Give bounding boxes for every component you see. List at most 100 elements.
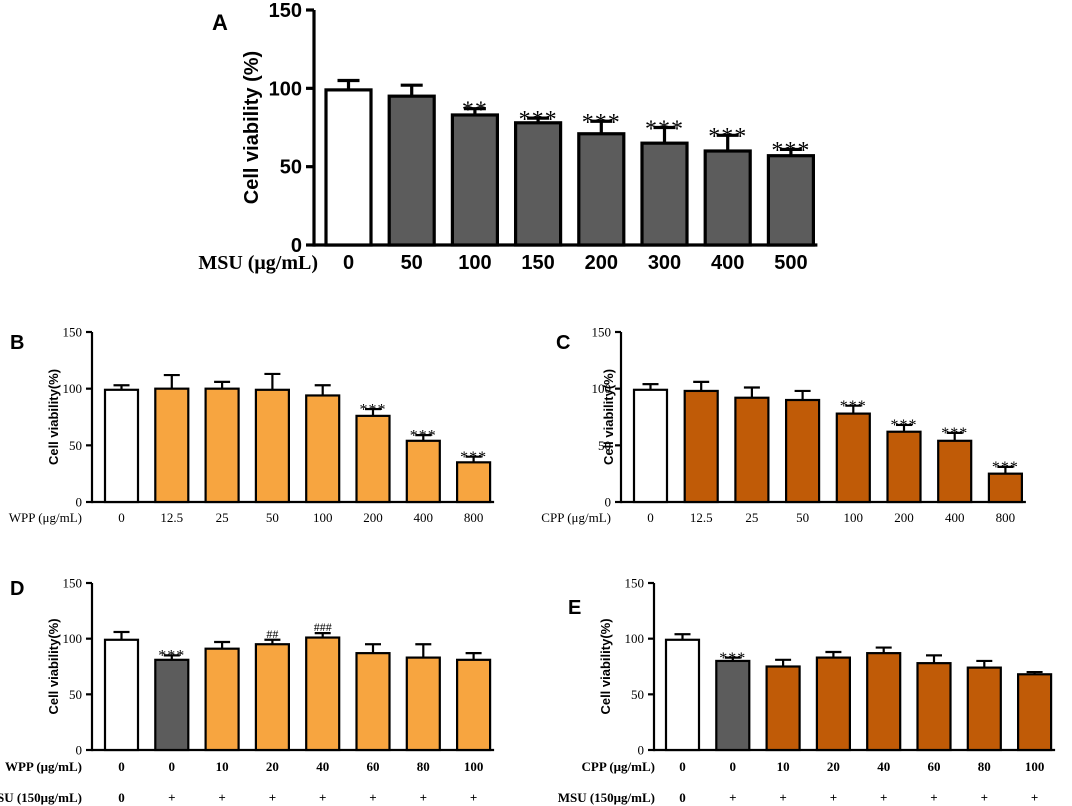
x-tick-label: 400 [414, 510, 434, 525]
panel-letter: D [10, 578, 24, 600]
x-tick-label: 100 [313, 510, 333, 525]
significance-label: *** [891, 417, 918, 434]
bar [305, 636, 341, 752]
y-tick-label: 50 [598, 438, 611, 453]
y-tick-label: 0 [638, 743, 645, 758]
x-axis-label: WPP (μg/mL) [9, 510, 82, 525]
x-tick-label: 0 [647, 510, 654, 525]
x-tick-label: 50 [401, 252, 423, 274]
x-tick-label: 40 [316, 759, 329, 774]
msu-tick-label: + [930, 790, 937, 805]
panel-letter: C [556, 332, 570, 354]
panel-letter: A [212, 10, 228, 35]
bar [664, 638, 701, 752]
bar [715, 659, 751, 752]
significance-label: *** [992, 459, 1019, 476]
y-tick-label: 100 [63, 381, 83, 396]
x-tick-label: 200 [363, 510, 383, 525]
bar [387, 94, 436, 247]
bar [766, 154, 816, 247]
y-axis-label: Cell viability (%) [241, 51, 263, 204]
significance-label: ** [462, 98, 488, 124]
msu-tick-label: 0 [679, 790, 686, 805]
bar [632, 388, 669, 504]
y-tick-label: 0 [291, 235, 302, 257]
msu-tick-label: + [168, 790, 175, 805]
significance-label: *** [410, 427, 437, 444]
msu-tick-label: + [729, 790, 736, 805]
y-tick-label: 150 [592, 325, 612, 340]
x-tick-label: 60 [928, 759, 941, 774]
x-tick-label: 25 [745, 510, 758, 525]
x-tick-label: 100 [458, 252, 491, 274]
bar [355, 414, 391, 504]
x-axis-label: MSU (μg/mL) [198, 252, 318, 274]
x-tick-label: 150 [521, 252, 554, 274]
x-tick-label: 0 [169, 759, 176, 774]
significance-label: *** [840, 398, 867, 415]
msu-tick-label: + [470, 790, 477, 805]
x-tick-label: 50 [266, 510, 279, 525]
x-axis-label: CPP (μg/mL) [541, 510, 611, 525]
x-axis-label-msu: MSU (150μg/mL) [558, 790, 655, 805]
bar [355, 652, 391, 752]
bar [703, 149, 752, 247]
bar [154, 658, 190, 752]
bar [866, 652, 902, 752]
y-tick-label: 150 [63, 325, 83, 340]
y-tick-label: 100 [63, 631, 83, 646]
significance-label: *** [771, 138, 810, 164]
x-tick-label: 800 [996, 510, 1016, 525]
bar [683, 389, 719, 504]
x-tick-label: 200 [894, 510, 914, 525]
x-tick-label: 100 [1025, 759, 1045, 774]
bar [966, 666, 1002, 752]
x-tick-label: 10 [777, 759, 790, 774]
x-tick-label: 0 [730, 759, 737, 774]
y-axis-label: Cell viability(%) [601, 369, 616, 465]
bar [734, 396, 770, 504]
x-axis-label: WPP (μg/mL) [5, 759, 82, 774]
x-tick-label: 200 [585, 252, 618, 274]
bar [815, 656, 852, 752]
y-tick-label: 50 [69, 687, 82, 702]
bar [204, 387, 240, 504]
x-tick-label: 400 [711, 252, 744, 274]
x-tick-label: 12.5 [160, 510, 183, 525]
x-tick-label: 0 [679, 759, 686, 774]
significance-label: *** [519, 107, 558, 133]
x-tick-label: 80 [978, 759, 991, 774]
y-axis-label: Cell viability(%) [598, 618, 613, 714]
y-tick-label: 0 [76, 743, 83, 758]
bar [886, 430, 922, 504]
msu-tick-label: + [420, 790, 427, 805]
x-tick-label: 0 [343, 252, 354, 274]
msu-tick-label: + [1031, 790, 1038, 805]
bar [254, 643, 290, 752]
significance-label: ### [314, 620, 332, 634]
x-tick-label: 100 [464, 759, 484, 774]
bar [835, 412, 871, 504]
bar [456, 658, 492, 752]
x-tick-label: 12.5 [690, 510, 713, 525]
bar [916, 662, 952, 752]
y-tick-label: 50 [280, 157, 302, 179]
significance-label: *** [158, 648, 185, 665]
msu-tick-label: + [369, 790, 376, 805]
y-tick-label: 150 [625, 576, 645, 591]
bar [765, 665, 801, 752]
y-tick-label: 100 [269, 78, 302, 100]
x-tick-label: 60 [367, 759, 380, 774]
msu-tick-label: + [880, 790, 887, 805]
msu-tick-label: + [981, 790, 988, 805]
msu-tick-label: + [218, 790, 225, 805]
msu-tick-label: + [779, 790, 786, 805]
x-tick-label: 0 [118, 759, 125, 774]
x-tick-label: 20 [827, 759, 840, 774]
